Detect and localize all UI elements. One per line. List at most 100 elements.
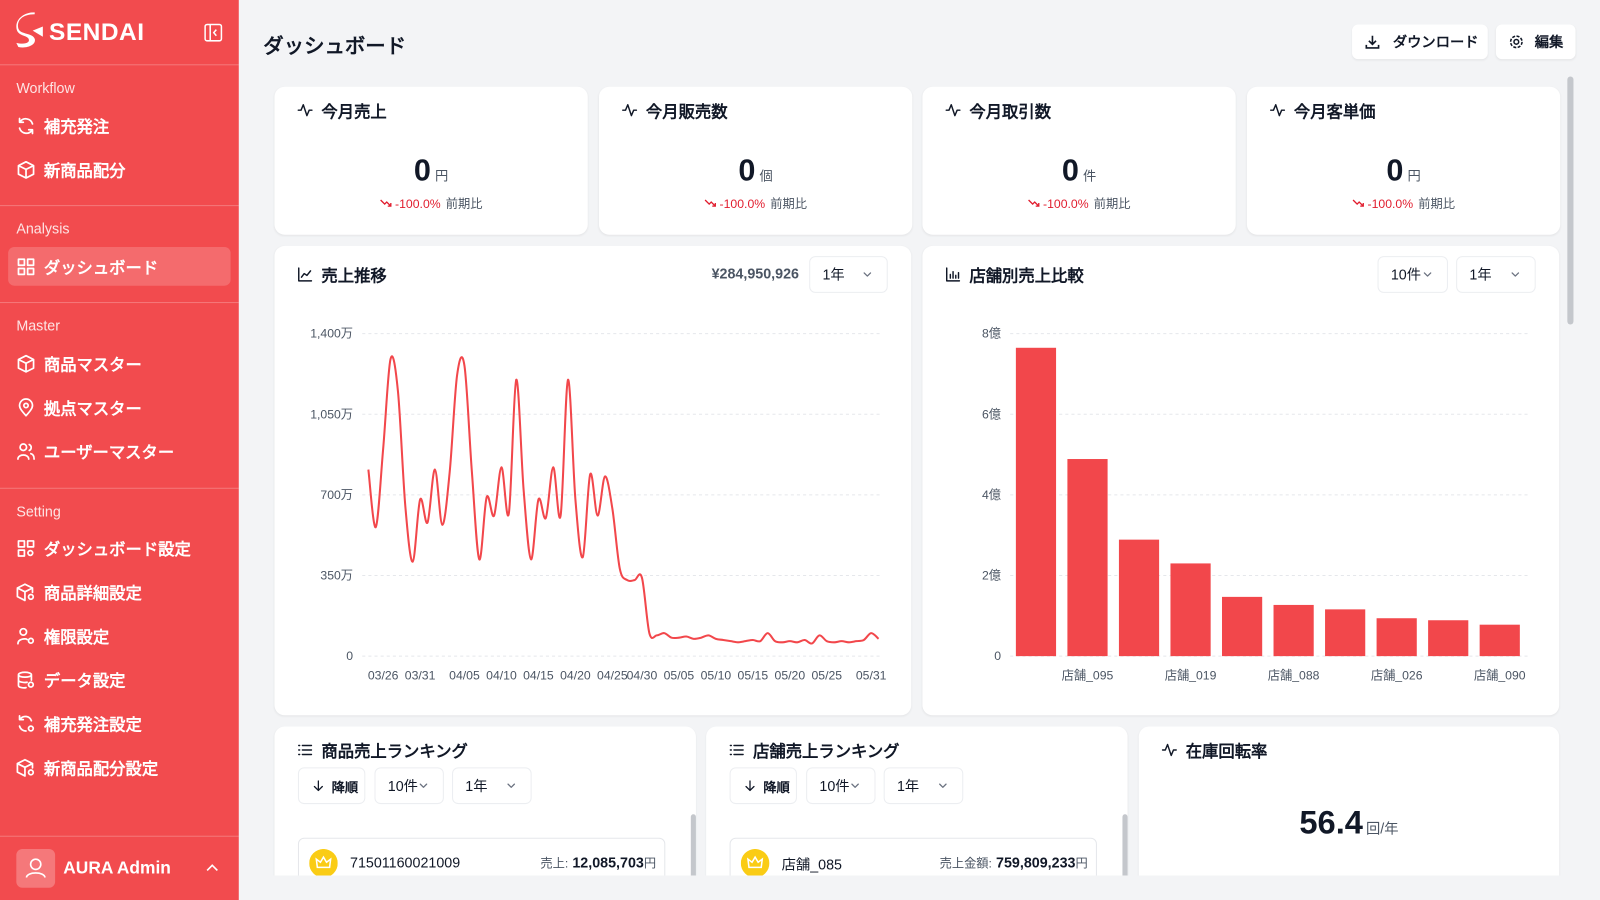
sort-label[interactable]: 降順 (331, 779, 359, 795)
icon-path (16, 582, 35, 601)
download-button[interactable]: ダウンロード (1352, 24, 1488, 60)
ranking-item[interactable]: 71501160021009 売上: 12,085,703円 (297, 837, 666, 876)
nav-item[interactable]: 新商品配分 (8, 150, 230, 189)
icon (622, 104, 638, 117)
card-title: 店舗別売上比較 (945, 262, 1084, 286)
user-name[interactable]: AURA Admin (63, 858, 171, 878)
nav-item[interactable]: データ設定 (8, 660, 230, 699)
nav-item[interactable]: 新商品配分設定 (8, 748, 230, 787)
nav-label[interactable]: 新商品配分 (43, 163, 126, 181)
y-tick-label: 0 (346, 649, 353, 663)
dropdown-label[interactable]: 1年 (1469, 266, 1492, 283)
nav-item[interactable]: ユーザーマスター (8, 432, 230, 471)
icon-path (1423, 272, 1432, 277)
sort-button[interactable]: 降順 (297, 767, 366, 805)
dropdown-label[interactable]: 10件 (1390, 266, 1421, 283)
dropdown[interactable]: 10件 (374, 767, 444, 805)
dropdown[interactable]: 1年 (883, 767, 964, 805)
x-tick-label: 05/05 (664, 669, 695, 683)
dropdown[interactable]: 1年 (452, 767, 532, 805)
nav-label[interactable]: ダッシュボード設定 (43, 541, 191, 560)
nav-item[interactable]: 商品マスター (8, 344, 230, 383)
y-tick-label: 700万 (320, 488, 353, 502)
button-label[interactable]: 編集 (1534, 33, 1564, 50)
card-title: 在庫回転率 (1161, 738, 1267, 762)
nav-label[interactable]: 補充発注設定 (43, 717, 142, 735)
divider (0, 302, 239, 304)
bar (1067, 459, 1108, 657)
dropdown-label[interactable]: 1年 (822, 266, 845, 283)
sort-button[interactable]: 降順 (729, 767, 797, 805)
nav-item[interactable]: 補充発注 (8, 106, 230, 145)
kpi-change-row: -100.0% 前期比 (1247, 195, 1560, 212)
badge-circle (309, 848, 338, 876)
divider (0, 487, 239, 489)
dropdown-label[interactable]: 10件 (819, 777, 850, 794)
icon-path (17, 442, 35, 460)
icon (1511, 272, 1520, 277)
dropdown[interactable]: 1年 (809, 256, 888, 293)
divider (0, 205, 239, 207)
nav-label[interactable]: 権限設定 (43, 629, 110, 647)
dropdown-label[interactable]: 1年 (896, 777, 920, 794)
kpi-comparison: 前期比 (1418, 196, 1455, 212)
icon-path (729, 744, 744, 756)
dropdown[interactable]: 10件 (806, 767, 876, 805)
x-tick-label: 04/30 (627, 669, 658, 683)
nav-item[interactable]: 拠点マスター (8, 388, 230, 427)
trend-down-icon (1028, 199, 1040, 207)
turnover-value-row: 56.4 回/年 (1139, 804, 1559, 842)
y-tick-label: 6億 (982, 407, 1001, 421)
brand: SENDAI (48, 18, 145, 46)
nav-label[interactable]: 新商品配分設定 (43, 761, 159, 779)
dropdown[interactable]: 1年 (1456, 256, 1536, 293)
nav-item[interactable]: 商品詳細設定 (8, 572, 230, 611)
kpi-comparison: 前期比 (770, 196, 807, 212)
scrollbar[interactable] (1567, 76, 1574, 325)
nav-item[interactable]: ダッシュボード (8, 246, 231, 286)
icon (297, 104, 313, 117)
nav-label[interactable]: 商品マスター (43, 357, 142, 375)
inner-scrollbar[interactable] (1122, 814, 1128, 876)
avatar[interactable] (16, 848, 56, 888)
kpi-card: 今月売上 0 円 -100.0% 前期比 (274, 86, 588, 235)
icon-path (419, 783, 428, 788)
trend-down-icon (704, 199, 717, 207)
nav-label[interactable]: ダッシュボード (43, 260, 159, 278)
nav-label[interactable]: 商品詳細設定 (43, 585, 142, 604)
ranking-title: 店舗売上ランキング (753, 743, 900, 762)
turnover-unit: 回/年 (1366, 820, 1399, 837)
sort-label[interactable]: 降順 (763, 779, 790, 795)
icon-path (17, 257, 35, 275)
dropdown-label[interactable]: 1年 (465, 777, 488, 794)
x-tick-label: 05/15 (738, 669, 769, 683)
icon-path (851, 783, 859, 788)
nav-label[interactable]: 拠点マスター (43, 401, 142, 419)
kpi-unit: 円 (1407, 168, 1421, 184)
icon (729, 744, 744, 756)
user-menu-chevron[interactable] (205, 862, 219, 872)
item-value-row: 売上金額: 759,809,233円 (940, 854, 1088, 871)
dropdown[interactable]: 10件 (1377, 256, 1448, 293)
bar (1221, 596, 1263, 657)
dropdown-label[interactable]: 10件 (387, 777, 418, 794)
ranking-item[interactable]: 店舗_085 売上金額: 759,809,233円 (729, 837, 1097, 876)
collapse-button[interactable] (204, 23, 223, 42)
y-tick-label: 1,400万 (310, 327, 353, 341)
nav-item[interactable]: 補充発注設定 (8, 704, 230, 743)
nav-label[interactable]: ユーザーマスター (43, 444, 175, 463)
nav-label[interactable]: データ設定 (43, 673, 126, 691)
kpi-value: 0 (1061, 154, 1079, 188)
button-label[interactable]: ダウンロード (1392, 33, 1479, 50)
edit-button[interactable]: 編集 (1495, 24, 1576, 60)
icon (17, 627, 35, 645)
nav-item[interactable]: ダッシュボード設定 (8, 529, 230, 568)
kpi-change: -100.0% (719, 196, 766, 212)
nav-item[interactable]: 権限設定 (8, 616, 230, 655)
nav-label[interactable]: 補充発注 (43, 119, 110, 137)
chart-title: 店舗別売上比較 (969, 268, 1084, 286)
bar (1170, 563, 1211, 657)
inner-scrollbar[interactable] (690, 814, 696, 876)
